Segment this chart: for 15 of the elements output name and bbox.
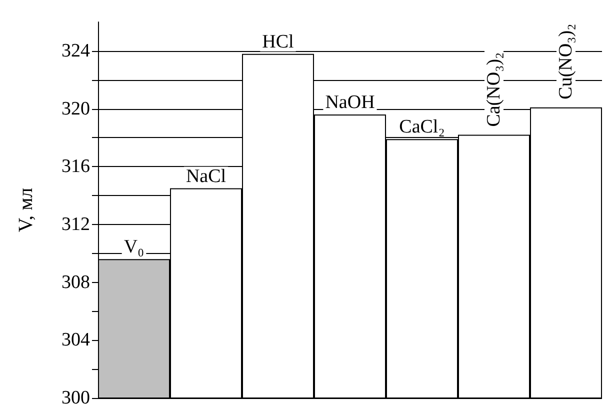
x-tick-label: Cu(NO₃)₂ [556, 24, 576, 100]
x-tick-label: HCl [262, 31, 294, 52]
x-tick-label: NaCl [186, 166, 226, 187]
y-tick-label: 300 [62, 388, 90, 408]
x-tick-label: Ca(NO₃)₂ [484, 52, 504, 127]
x-tick-label: V₀ [124, 236, 144, 258]
y-tick-label: 304 [62, 330, 90, 351]
y-tick-label: 316 [62, 156, 90, 178]
x-tick-label: CaCl₂ [399, 116, 445, 138]
y-axis-title: V, мл [15, 188, 37, 232]
y-tick-label: 312 [62, 214, 90, 235]
y-tick-label: 324 [62, 40, 90, 62]
y-tick-label: 320 [62, 98, 90, 120]
x-tick-label: NaOH [325, 92, 376, 114]
y-tick-label: 308 [62, 272, 90, 293]
